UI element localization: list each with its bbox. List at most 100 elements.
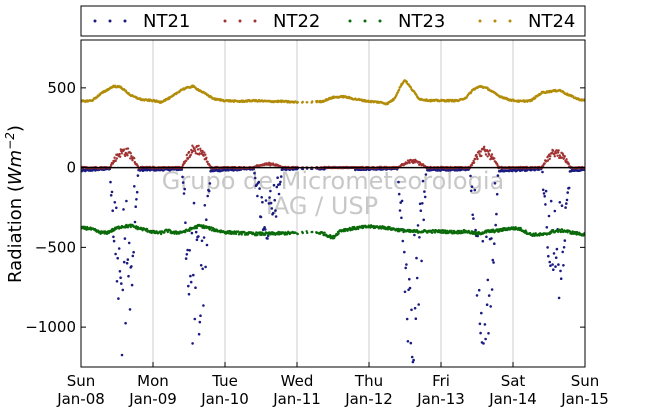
data-point [197, 332, 201, 336]
data-point [189, 280, 193, 284]
data-point [485, 235, 488, 239]
data-point [555, 247, 559, 251]
data-point [126, 154, 129, 157]
data-point [128, 308, 132, 311]
data-point [337, 232, 340, 235]
data-point [117, 247, 121, 250]
data-point [86, 225, 89, 229]
data-point [184, 221, 187, 224]
data-point [110, 163, 113, 167]
data-point [279, 180, 282, 184]
data-point [119, 276, 122, 280]
data-point [543, 162, 546, 165]
data-point [490, 153, 494, 156]
data-point [557, 149, 560, 152]
x-tick-weekday: Tue [211, 372, 238, 390]
data-point [203, 151, 206, 154]
data-point [260, 196, 264, 199]
data-point [479, 331, 482, 335]
data-point [208, 182, 212, 185]
data-point [472, 217, 475, 220]
data-point [490, 237, 493, 240]
data-point [258, 187, 261, 190]
data-point [452, 229, 456, 233]
data-point [430, 231, 434, 234]
data-point [485, 303, 489, 307]
data-point [495, 212, 498, 216]
data-point [257, 180, 261, 184]
data-point [187, 292, 191, 296]
x-axis: SunJan-08MonJan-09TueJan-10WedJan-11ThuJ… [56, 362, 609, 408]
data-point [267, 202, 271, 205]
data-point [273, 198, 277, 202]
data-point [482, 342, 485, 345]
data-point [311, 100, 314, 103]
data-point [567, 186, 571, 190]
data-point [193, 317, 197, 321]
data-point [486, 278, 490, 282]
data-point [475, 153, 478, 157]
data-point [133, 220, 137, 224]
data-point [469, 174, 472, 178]
x-tick-date: Jan-08 [56, 390, 105, 408]
legend-box [80, 5, 586, 37]
data-point [199, 264, 203, 267]
data-point [200, 239, 204, 243]
data-point [563, 155, 566, 158]
data-point [208, 164, 211, 167]
legend-label: NT22 [273, 11, 320, 32]
data-point [130, 283, 134, 287]
data-point [544, 189, 548, 193]
data-point [417, 303, 421, 306]
data-point [200, 151, 204, 155]
data-point [491, 258, 495, 262]
series-nt24 [81, 79, 585, 106]
legend-label: NT21 [143, 11, 190, 32]
data-point [549, 264, 552, 268]
data-point [120, 152, 124, 155]
data-point [560, 156, 564, 159]
data-point [276, 176, 279, 179]
data-point [185, 253, 189, 256]
data-point [269, 189, 272, 193]
x-tick-weekday: Wed [281, 372, 314, 390]
legend-marker [348, 19, 352, 23]
data-point [145, 227, 149, 231]
data-point [294, 100, 297, 103]
y-tick-label: 0 [66, 159, 76, 177]
data-point [264, 199, 268, 202]
data-point [397, 180, 400, 184]
data-point [112, 235, 115, 239]
data-point [493, 242, 496, 245]
series-nt23 [81, 223, 585, 240]
data-point [565, 158, 568, 161]
data-point [492, 261, 495, 264]
data-point [269, 201, 273, 205]
data-point [111, 162, 115, 165]
data-point [406, 340, 410, 343]
data-point [565, 198, 569, 202]
data-point [194, 230, 198, 234]
data-point [408, 277, 411, 281]
data-point [121, 288, 125, 292]
data-point [483, 323, 487, 326]
data-point [413, 233, 416, 237]
data-point [481, 239, 485, 243]
data-point [141, 229, 144, 232]
data-point [403, 250, 406, 254]
data-point [115, 157, 119, 160]
data-point [561, 250, 564, 254]
data-point [563, 239, 567, 242]
data-point [476, 157, 479, 161]
data-point [551, 263, 554, 266]
data-point [548, 260, 551, 264]
data-point [544, 203, 547, 206]
data-point [408, 286, 412, 290]
data-point [187, 150, 191, 154]
data-point [184, 230, 187, 234]
data-point [190, 148, 193, 152]
data-point [551, 149, 555, 152]
data-point [207, 189, 211, 193]
data-point [421, 179, 425, 183]
data-point [419, 209, 423, 212]
